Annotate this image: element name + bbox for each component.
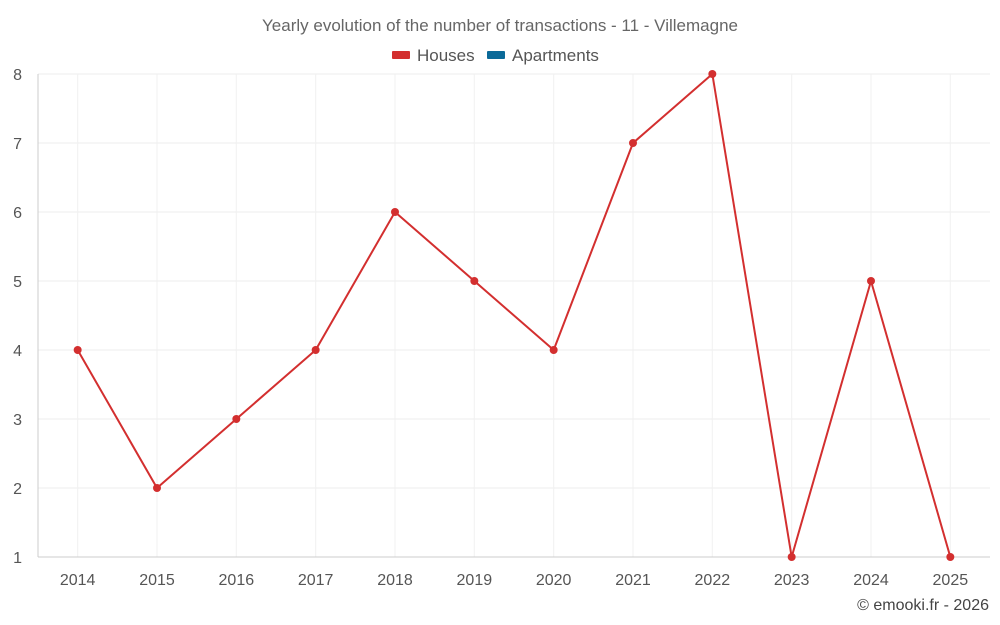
legend-label-apartments: Apartments — [512, 46, 599, 65]
y-tick-label: 1 — [13, 550, 22, 567]
chart-title: Yearly evolution of the number of transa… — [262, 16, 738, 35]
data-point-houses[interactable] — [549, 346, 558, 354]
series-line-houses — [76, 73, 952, 558]
x-tick-label: 2018 — [377, 572, 413, 589]
y-tick-label: 4 — [13, 343, 22, 360]
x-tick-label: 2019 — [457, 572, 493, 589]
x-tick-label: 2025 — [933, 572, 969, 589]
legend-swatch-houses — [392, 51, 410, 59]
y-tick-label: 7 — [13, 136, 22, 153]
data-point-houses[interactable] — [629, 139, 637, 147]
y-tick-label: 2 — [13, 481, 22, 498]
data-point-houses[interactable] — [232, 415, 241, 423]
data-point-houses[interactable] — [946, 553, 955, 561]
y-tick-label: 3 — [13, 412, 22, 429]
legend-item-apartments[interactable]: Apartments — [487, 46, 599, 65]
legend-item-houses[interactable]: Houses — [392, 46, 475, 65]
y-axis-ticks: 1 2 3 4 5 6 7 8 — [13, 67, 22, 567]
data-point-houses[interactable] — [708, 70, 717, 78]
legend-swatch-apartments — [487, 51, 505, 59]
y-tick-label: 6 — [13, 205, 22, 222]
x-tick-label: 2017 — [298, 572, 334, 589]
legend-label-houses: Houses — [417, 46, 475, 65]
y-tick-label: 5 — [13, 274, 22, 291]
data-point-houses[interactable] — [391, 208, 399, 216]
x-tick-label: 2021 — [615, 572, 651, 589]
data-point-houses[interactable] — [787, 553, 796, 561]
x-axis-ticks: 2014 2015 2016 2017 2018 2019 2020 2021 2022 2023… — [60, 572, 968, 589]
x-tick-label: 2016 — [219, 572, 255, 589]
data-point-houses[interactable] — [470, 277, 479, 285]
y-tick-label: 8 — [13, 67, 22, 84]
series-layer — [73, 70, 955, 561]
grid — [38, 73, 990, 557]
data-point-houses[interactable] — [73, 346, 82, 354]
x-tick-label: 2014 — [60, 572, 96, 589]
x-tick-label: 2015 — [139, 572, 175, 589]
data-point-houses[interactable] — [311, 346, 320, 354]
x-tick-label: 2023 — [774, 572, 810, 589]
legend: Houses Apartments — [392, 46, 599, 65]
axes — [37, 74, 990, 558]
x-tick-label: 2022 — [695, 572, 731, 589]
x-tick-label: 2020 — [536, 572, 572, 589]
data-point-houses[interactable] — [153, 484, 161, 492]
data-point-houses[interactable] — [867, 277, 875, 285]
x-tick-label: 2024 — [853, 572, 889, 589]
credit-text: © emooki.fr - 2026 — [857, 597, 989, 614]
